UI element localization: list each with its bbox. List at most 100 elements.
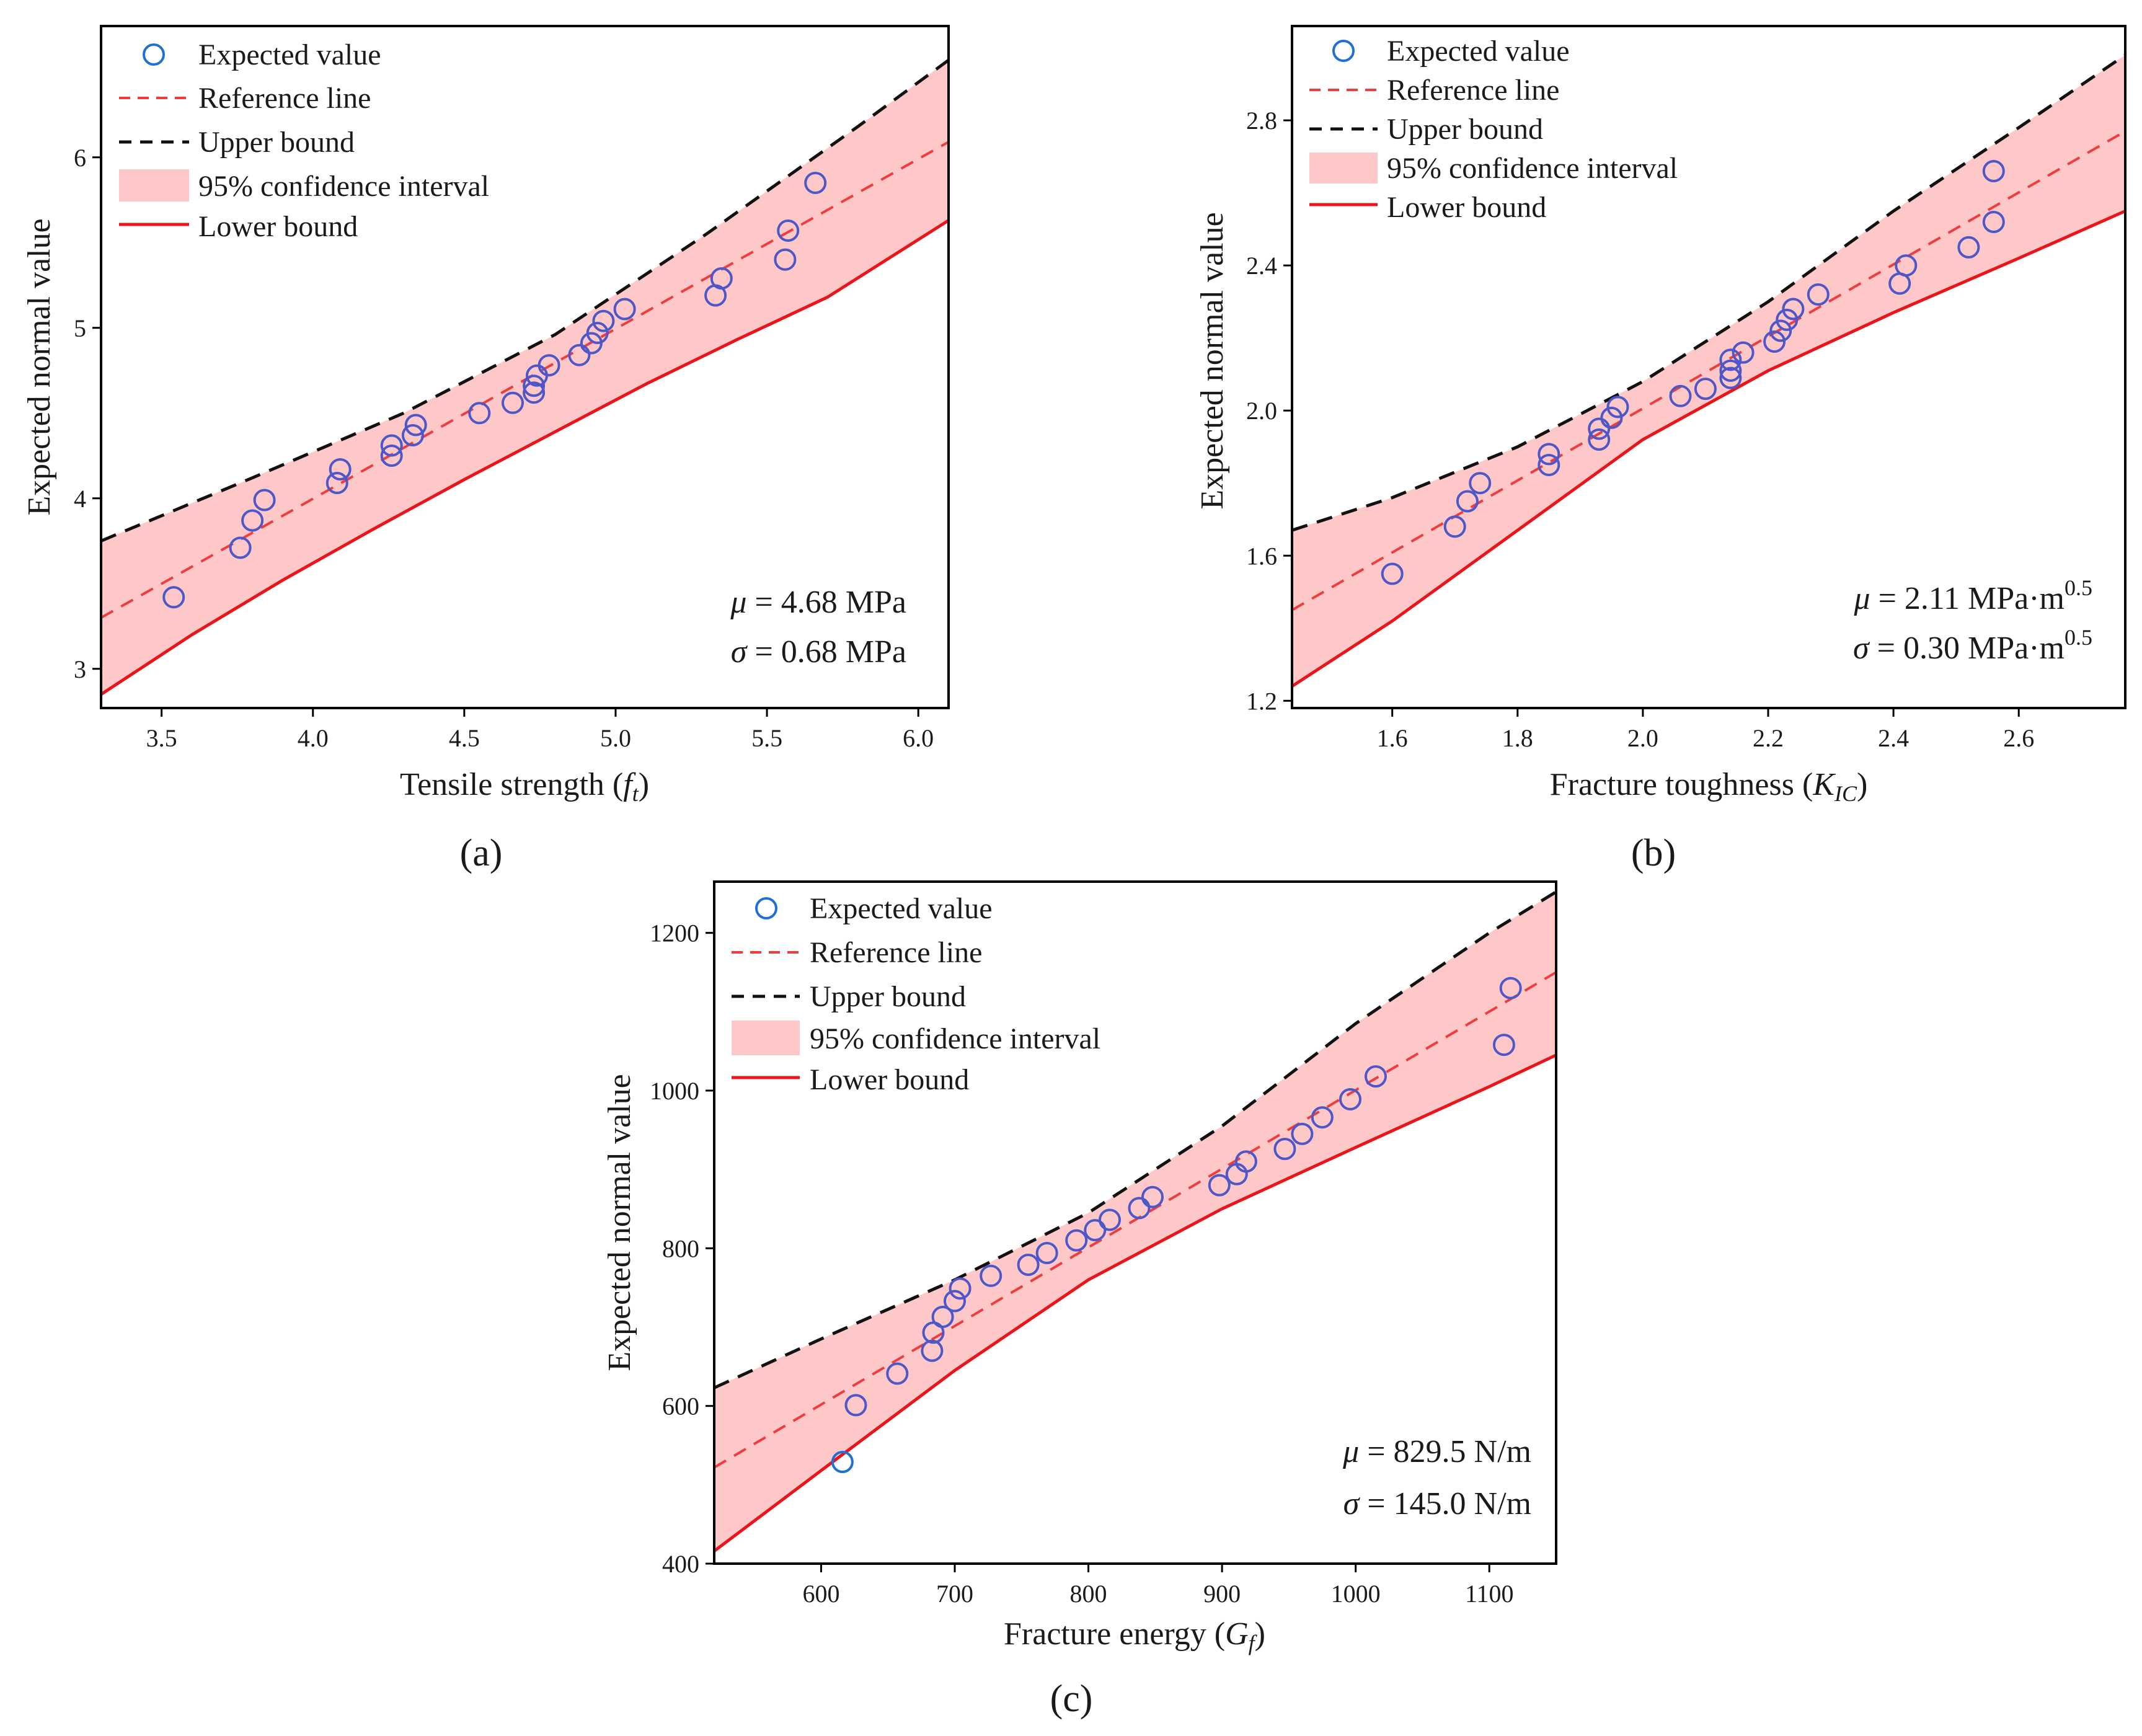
panel-a-frame	[100, 25, 950, 709]
data-point	[1492, 1034, 1515, 1056]
data-point	[253, 489, 276, 512]
ci-band	[1292, 55, 2125, 686]
panel-c-mu-label: μ = 829.5 N/m	[1342, 1434, 1531, 1469]
x-title-main: Tensile strength (	[400, 767, 623, 802]
legend-label-upper: Upper bound	[1387, 113, 1543, 146]
panel-c-ci-band	[714, 892, 1556, 1551]
panel-c-points	[831, 976, 1522, 1473]
sigma-value: = 145.0 N/m	[1359, 1486, 1531, 1521]
upper-bound-line	[100, 58, 950, 542]
legend-marker-expected	[755, 897, 777, 919]
sigma-symbol: σ	[1853, 631, 1870, 666]
data-point	[241, 509, 264, 532]
data-point	[586, 322, 609, 344]
panel-a-x-axis-title: Tensile strength (ft)	[400, 767, 649, 806]
data-point	[1606, 396, 1629, 418]
x-tick-label: 800	[1070, 1580, 1107, 1608]
x-tick-label: 900	[1203, 1580, 1241, 1608]
data-point	[1443, 515, 1466, 538]
panel-c-y-axis-title: Expected normal value	[602, 1074, 637, 1371]
lower-bound-line	[1291, 210, 2127, 688]
data-point	[944, 1290, 966, 1313]
data-point	[1588, 417, 1611, 440]
panel-b: 1.6 1.8 2.0 2.2 2.4 2.6 1.2 1.6 2.0 2.4 2.8 Expec…	[1195, 25, 2127, 874]
data-point	[1499, 976, 1522, 999]
legend-label-ci: 95% confidence interval	[198, 170, 489, 203]
panel-c-frame	[713, 880, 1557, 1565]
data-point	[1782, 298, 1805, 321]
legend-label-reference: Reference line	[198, 82, 371, 115]
x-title-main: Fracture energy (	[1004, 1616, 1225, 1652]
data-point	[777, 219, 800, 242]
reference-line	[713, 971, 1557, 1469]
lower-bound-line	[713, 1053, 1557, 1552]
panel-c-legend: Expected value Reference line Upper boun…	[732, 892, 1100, 1096]
upper-bound-line	[1291, 53, 2127, 532]
data-point	[1763, 330, 1786, 353]
panel-c-sigma-label: σ = 145.0 N/m	[1343, 1486, 1531, 1521]
y-tick-label: 6	[74, 144, 86, 172]
data-point	[1588, 428, 1611, 451]
data-point	[1719, 359, 1742, 382]
x-tick-label: 2.4	[1878, 724, 1909, 752]
x-tick-label: 2.2	[1753, 724, 1784, 752]
data-point	[538, 354, 560, 377]
data-point	[774, 248, 797, 271]
data-point	[613, 298, 636, 321]
panel-b-ci-band	[1292, 55, 2125, 686]
data-point	[1776, 308, 1799, 331]
data-point	[404, 414, 427, 436]
x-tick-label: 1.8	[1502, 724, 1533, 752]
data-point	[1365, 1065, 1387, 1088]
x-tick-label: 1100	[1465, 1580, 1514, 1608]
y-tick-label: 2.8	[1246, 107, 1277, 135]
x-tick-label: 3.5	[146, 724, 177, 752]
x-tick-label: 4.0	[298, 724, 329, 752]
panel-b-points	[1381, 160, 2005, 585]
panel-a-sigma-label: σ = 0.68 MPa	[731, 634, 906, 670]
data-point	[1273, 1138, 1296, 1161]
legend-label-expected: Expected value	[198, 38, 381, 71]
panel-b-y-axis-title: Expected normal value	[1195, 212, 1230, 509]
x-title-var: K	[1812, 767, 1836, 802]
y-tick-label: 800	[662, 1234, 699, 1262]
data-point	[1719, 366, 1742, 389]
sigma-symbol: σ	[731, 634, 748, 670]
x-tick-label: 5.5	[751, 724, 782, 752]
panel-b-frame	[1291, 25, 2127, 709]
panel-c: 600 700 800 900 1000 1100 400 600 800 1000 1200 E…	[602, 880, 1557, 1720]
panel-c-x-axis-title: Fracture energy (Gf)	[1004, 1616, 1265, 1655]
mu-value: = 829.5 N/m	[1359, 1434, 1531, 1469]
x-tick-label: 4.5	[449, 724, 480, 752]
data-point	[949, 1277, 971, 1300]
y-tick-label: 4	[74, 485, 86, 513]
data-point	[468, 402, 491, 425]
y-tick-label: 2.4	[1246, 252, 1277, 280]
data-point	[1732, 341, 1755, 364]
data-point	[1339, 1088, 1361, 1110]
panel-a: 3.5 4.0 4.5 5.0 5.5 6.0 3 4 5 6 Expected value R…	[22, 25, 950, 874]
data-point	[592, 309, 615, 332]
data-point	[1084, 1219, 1107, 1242]
y-tick-label: 1200	[650, 919, 699, 947]
legend-marker-ci	[1309, 153, 1378, 184]
legend-label-expected: Expected value	[810, 892, 993, 925]
y-tick-label: 1.2	[1246, 687, 1277, 715]
data-point	[162, 586, 185, 609]
mu-symbol: μ	[1853, 581, 1870, 616]
data-point	[1017, 1254, 1040, 1276]
data-point	[1141, 1185, 1164, 1208]
y-tick-label: 1000	[650, 1077, 699, 1105]
legend-marker-expected	[143, 43, 165, 66]
panel-a-label: (a)	[460, 832, 503, 874]
data-point	[1538, 443, 1560, 466]
legend-label-lower: Lower bound	[810, 1063, 969, 1096]
panel-b-x-axis-title: Fracture toughness (KIC)	[1550, 767, 1868, 806]
legend-label-reference: Reference line	[1387, 74, 1559, 107]
data-point	[1469, 472, 1492, 495]
data-point	[1035, 1242, 1058, 1264]
data-point	[1957, 236, 1980, 259]
data-point	[329, 458, 352, 480]
ci-band	[714, 892, 1556, 1551]
data-point	[325, 472, 348, 494]
